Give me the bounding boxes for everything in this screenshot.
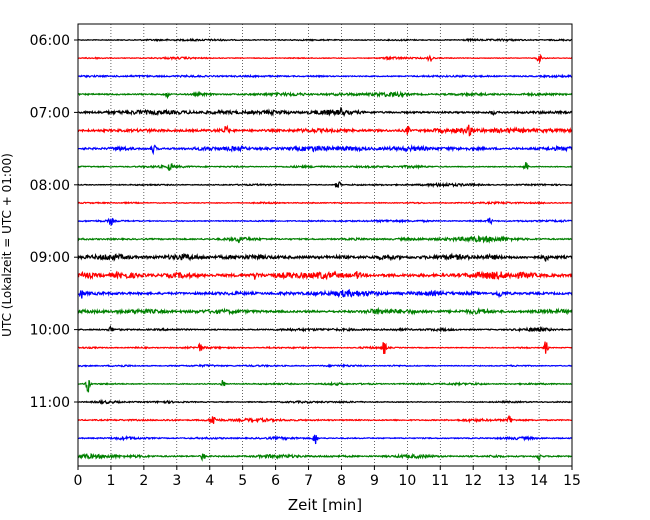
- x-tick-label: 4: [205, 473, 214, 489]
- x-tick-label: 2: [139, 473, 148, 489]
- seismic-trace: [77, 161, 573, 172]
- x-tick-label: 1: [106, 473, 115, 489]
- seismic-trace: [77, 200, 572, 206]
- seismic-trace: [77, 181, 573, 189]
- y-axis: 06:00 07:00 08:00 09:00 10:00 11:00: [30, 33, 78, 411]
- x-tick-label: 14: [530, 473, 548, 489]
- seismic-trace: [77, 234, 572, 244]
- plot-background: [78, 24, 572, 466]
- y-tick-label: 08:00: [30, 178, 70, 194]
- seismic-trace: [77, 306, 573, 316]
- y-tick-label: 07:00: [30, 105, 70, 121]
- y-tick-label: 06:00: [30, 33, 70, 49]
- seismic-trace: [77, 324, 573, 333]
- seismic-trace: [77, 270, 573, 281]
- seismic-trace: [77, 341, 573, 354]
- x-tick-label: 3: [172, 473, 181, 489]
- seismic-trace: [77, 53, 573, 64]
- seismic-trace: [77, 252, 573, 262]
- y-tick-label: 09:00: [30, 250, 70, 266]
- trace-group: [77, 37, 573, 462]
- y-axis-label: UTC (Lokalzeit = UTC + 01:00): [0, 153, 14, 337]
- seismic-trace: [77, 379, 573, 393]
- x-tick-label: 12: [464, 473, 482, 489]
- y-tick-label: 10:00: [30, 323, 70, 339]
- seismic-trace: [77, 73, 573, 79]
- x-tick-label: 5: [238, 473, 247, 489]
- seismic-trace: [77, 107, 573, 118]
- x-tick-label: 0: [74, 473, 83, 489]
- seismic-trace: [77, 144, 573, 156]
- x-tick-label: 9: [370, 473, 379, 489]
- seismic-trace: [77, 414, 573, 425]
- x-axis-label: Zeit [min]: [288, 496, 362, 514]
- seismic-trace: [77, 363, 573, 369]
- x-tick-label: 15: [563, 473, 581, 489]
- plot-frame: [77, 23, 573, 467]
- x-tick-label: 11: [431, 473, 449, 489]
- seismic-trace: [77, 398, 573, 405]
- seismic-trace: [77, 288, 573, 299]
- seismic-trace: [77, 124, 573, 137]
- y-tick-label: 11:00: [30, 395, 70, 411]
- x-tick-label: 8: [337, 473, 346, 489]
- seismic-trace: [77, 90, 573, 100]
- x-tick-label: 10: [398, 473, 416, 489]
- seismic-trace: [77, 217, 573, 227]
- x-tick-label: 7: [304, 473, 313, 489]
- seismic-trace: [77, 434, 573, 445]
- seismic-trace: [77, 452, 573, 462]
- seismic-trace: [77, 37, 573, 43]
- x-axis: 0 1 2 3 4 5 6 7 8 9 10 11 12 13 14 15: [74, 466, 581, 489]
- x-tick-label: 6: [271, 473, 280, 489]
- x-tick-label: 13: [497, 473, 515, 489]
